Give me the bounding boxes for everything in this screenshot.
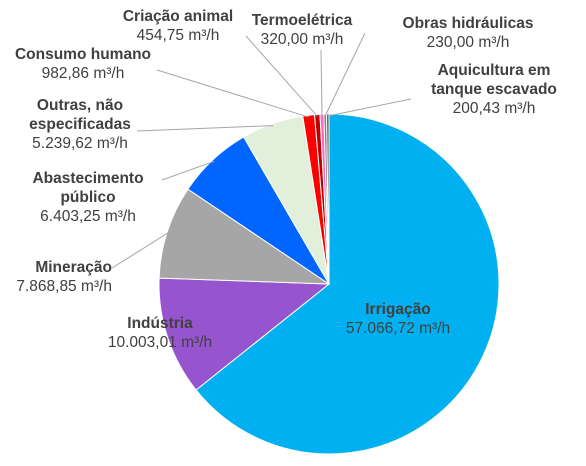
pie-slices	[158, 113, 500, 455]
slice-name-consumo-humano: Consumo humano	[15, 46, 151, 63]
slice-name-termoeletrica: Termoelétrica	[252, 12, 353, 29]
leader-line-aquicultura-em-tanque-escavado	[327, 98, 412, 117]
slice-name-outras-nao-especificadas: Outras, não	[37, 97, 123, 114]
slice-value-industria: 10.003,01 m³/h	[108, 334, 212, 351]
leader-line-obras-hidraulicas	[324, 32, 366, 117]
slice-label-consumo-humano: Consumo humano 982,86 m³/h	[15, 46, 151, 82]
leader-line-mineracao	[111, 231, 170, 269]
slice-value-obras-hidraulicas: 230,00 m³/h	[427, 34, 510, 51]
leader-line-criacao-animal	[245, 35, 318, 117]
leader-lines	[111, 32, 412, 269]
slice-name-mineracao: Mineração	[35, 259, 112, 276]
slice-name-industria: Indústria	[127, 315, 193, 332]
slice-name-abastecimento-publico: Abastecimento	[32, 170, 143, 187]
slice-value-aquicultura-em-tanque-escavado: 200,43 m³/h	[453, 100, 536, 117]
leader-line-abastecimento-publico	[161, 160, 215, 181]
slice-label-aquicultura-em-tanque-escavado: Aquicultura em tanque escavado 200,43 m³/h	[431, 62, 557, 117]
slice-name-outras-nao-especificadas: especificadas	[29, 116, 131, 133]
slice-value-irrigacao: 57.066,72 m³/h	[346, 320, 450, 337]
slice-value-termoeletrica: 320,00 m³/h	[261, 31, 344, 48]
slice-value-abastecimento-publico: 6.403,25 m³/h	[40, 208, 136, 225]
leader-line-termoeletrica	[320, 49, 323, 117]
slice-name-irrigacao: Irrigação	[365, 301, 430, 318]
slice-value-criacao-animal: 454,75 m³/h	[137, 27, 220, 44]
slice-name-obras-hidraulicas: Obras hidráulicas	[403, 15, 534, 32]
slice-value-outras-nao-especificadas: 5.239,62 m³/h	[32, 135, 128, 152]
slice-name-criacao-animal: Criação animal	[123, 8, 233, 25]
slice-name-aquicultura-em-tanque-escavado: Aquicultura em	[438, 62, 551, 79]
slice-label-termoeletrica: Termoelétrica 320,00 m³/h	[252, 12, 353, 48]
pie-slice-industria	[158, 277, 331, 391]
slice-label-abastecimento-publico: Abastecimento público 6.403,25 m³/h	[32, 170, 143, 225]
slice-label-industria: Indústria 10.003,01 m³/h	[108, 315, 212, 351]
slice-value-mineracao: 7.868,85 m³/h	[16, 278, 112, 295]
slice-name-aquicultura-em-tanque-escavado: tanque escavado	[431, 81, 557, 98]
leader-line-consumo-humano	[156, 69, 310, 118]
slice-label-obras-hidraulicas: Obras hidráulicas 230,00 m³/h	[403, 15, 534, 51]
slice-label-mineracao: Mineração 7.868,85 m³/h	[16, 259, 112, 295]
slice-labels: Irrigação 57.066,72 m³/h Indústria 10.003,0…	[15, 8, 557, 351]
slice-label-outras-nao-especificadas: Outras, não especificadas 5.239,62 m³/h	[29, 97, 131, 152]
slice-value-consumo-humano: 982,86 m³/h	[42, 65, 125, 82]
slice-label-criacao-animal: Criação animal 454,75 m³/h	[123, 8, 233, 44]
leader-line-outras-nao-especificadas	[136, 125, 273, 132]
pie-slice-mineracao	[158, 188, 331, 285]
slice-label-irrigacao: Irrigação 57.066,72 m³/h	[346, 301, 450, 337]
slice-name-abastecimento-publico: público	[60, 189, 115, 206]
pie-slice-irrigacao	[195, 113, 500, 455]
